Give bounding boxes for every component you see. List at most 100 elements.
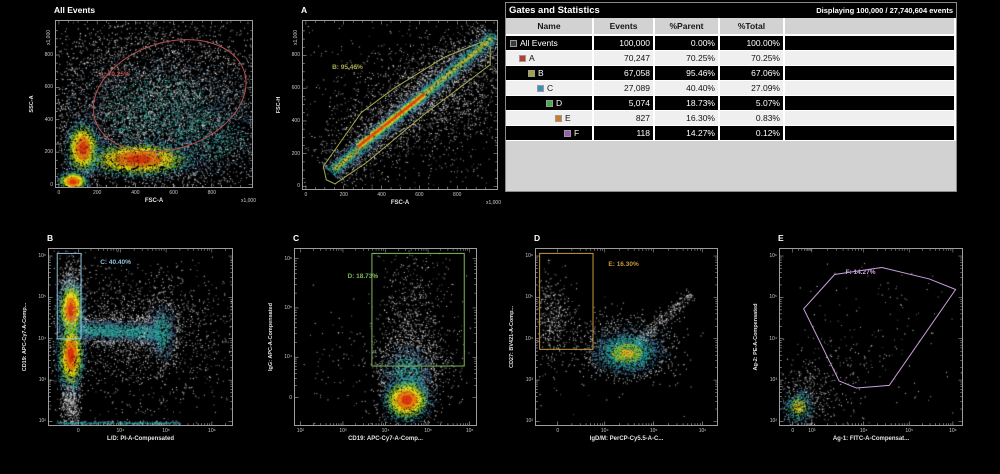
y-tick-label: 10⁵: [284, 304, 292, 311]
x-axis-label: IgD/M: PerCP-Cy5.5-A-C...: [589, 436, 664, 442]
column-header-events[interactable]: Events: [594, 18, 655, 34]
table-row[interactable]: A 70,247 70.25% 70.25%: [506, 51, 956, 66]
cell-total-pct: 27.09%: [720, 81, 785, 95]
gate-label[interactable]: A: 70.25%: [99, 70, 130, 78]
x-axis-label: L/D: PI-A-Compensated: [106, 436, 174, 442]
x-tick-label: 10⁶: [465, 428, 474, 434]
plot-title: All Events: [54, 5, 96, 15]
cell-parent-pct: 95.46%: [655, 66, 720, 80]
y-axis-label: FSC-H: [276, 96, 282, 114]
cell-events: 27,089: [594, 81, 655, 95]
gate-overlay[interactable]: [49, 249, 232, 425]
plot-e[interactable]: E Ag-2: PE-A-Compensated Ag-1: FITC-A-Co…: [753, 233, 963, 442]
gate-overlay[interactable]: [536, 249, 717, 425]
y-tick-label: 200: [44, 149, 53, 156]
cell-parent-pct: 0.00%: [655, 36, 720, 50]
gate-overlay[interactable]: [303, 21, 497, 189]
y-tick-label: 800: [44, 52, 53, 59]
column-header-name[interactable]: Name: [506, 18, 594, 34]
gate-shape[interactable]: [79, 21, 261, 170]
cell-total-pct: 0.12%: [720, 126, 785, 140]
y-tick-label: 0: [297, 183, 300, 190]
x-tick-label: 200: [92, 190, 102, 196]
x-tick-label: 10⁴: [116, 428, 125, 434]
gate-color-swatch[interactable]: [555, 114, 562, 122]
gate-name: A: [529, 53, 535, 63]
gate-color-swatch[interactable]: [510, 39, 517, 47]
x-tick-label: 0: [791, 428, 795, 434]
y-axis-multiplier: x1,000: [46, 29, 52, 45]
cell-total-pct: 5.07%: [720, 96, 785, 110]
gates-table-header: Name Events %Parent %Total: [506, 18, 956, 36]
gate-color-swatch[interactable]: [537, 84, 544, 92]
table-row[interactable]: C 27,089 40.40% 27.09%: [506, 81, 956, 96]
gate-label[interactable]: F: 14.27%: [845, 269, 876, 277]
y-tick-label: 10⁵: [38, 294, 46, 301]
y-tick-label: 400: [44, 116, 53, 123]
x-axis-multiplier: x1,000: [485, 200, 501, 206]
column-header-spacer: [785, 18, 956, 34]
y-axis-label: SSC-A: [29, 95, 35, 113]
table-row[interactable]: F 118 14.27% 0.12%: [506, 126, 956, 141]
gate-color-swatch[interactable]: [546, 99, 553, 107]
gate-color-swatch[interactable]: [519, 54, 526, 62]
gate-shape[interactable]: [803, 266, 957, 389]
table-row[interactable]: B 67,058 95.46% 67.06%: [506, 66, 956, 81]
gate-name: B: [538, 68, 544, 78]
cell-parent-pct: 70.25%: [655, 51, 720, 65]
x-tick-label: 10⁵: [905, 428, 914, 434]
gate-shape[interactable]: [56, 252, 82, 340]
y-tick-label: 10³: [525, 377, 533, 384]
x-tick-label: 10³: [339, 428, 347, 434]
cell-total-pct: 100.00%: [720, 36, 785, 50]
y-tick-label: 10³: [38, 377, 46, 384]
gate-label[interactable]: D: 18.73%: [347, 272, 379, 280]
gate-name: C: [547, 83, 554, 93]
plot-all-events[interactable]: All Events SSC-A x1,000 FSC-A x1,000 0 20…: [29, 5, 256, 204]
gate-color-swatch[interactable]: [528, 69, 535, 77]
plot-b[interactable]: B CD19: APC-Cy7-A-Comp... L/D: PI-A-Comp…: [22, 233, 233, 442]
table-row[interactable]: All Events 100,000 0.00% 100.00%: [506, 36, 956, 51]
gate-name: E: [565, 113, 571, 123]
y-axis-multiplier: x1,000: [293, 29, 299, 45]
gate-overlay[interactable]: [295, 249, 476, 425]
gate-label[interactable]: E: 16.30%: [608, 261, 639, 269]
gate-shape[interactable]: [539, 252, 594, 350]
gates-title: Gates and Statistics: [509, 5, 600, 16]
column-header-parent[interactable]: %Parent: [655, 18, 720, 34]
x-tick-label: 10⁵: [424, 428, 432, 434]
x-tick-label: 10³: [808, 428, 816, 434]
plot-d[interactable]: D CD27: BV421-A-Comp... IgD/M: PerCP-Cy5…: [509, 233, 718, 442]
y-tick-label: 10³: [769, 377, 777, 384]
x-axis-label: Ag-1: FITC-A-Compensat...: [832, 436, 910, 442]
cell-parent-pct: 14.27%: [655, 126, 720, 140]
y-tick-label: 600: [291, 85, 300, 92]
gate-name: F: [574, 128, 580, 138]
x-axis-label: FSC-A: [390, 200, 410, 206]
gate-label[interactable]: C: 40.40%: [100, 258, 131, 266]
cell-total-pct: 70.25%: [720, 51, 785, 65]
plot-c[interactable]: C IgG: APC-A-Compensated CD19: APC-Cy7-A…: [268, 233, 477, 442]
gate-label[interactable]: B: 95.46%: [332, 63, 363, 71]
x-tick-label: 10⁶: [208, 428, 216, 434]
table-row[interactable]: D 5,074 18.73% 5.07%: [506, 96, 956, 111]
y-tick-label: 10⁵: [525, 294, 533, 301]
gate-color-swatch[interactable]: [564, 129, 571, 137]
gate-overlay[interactable]: [780, 249, 962, 425]
table-row[interactable]: E 827 16.30% 0.83%: [506, 111, 956, 126]
x-tick-label: 0: [76, 428, 80, 434]
x-tick-label: 10⁴: [381, 428, 390, 434]
y-tick-label: 0: [50, 181, 53, 188]
plot-title: E: [778, 233, 784, 243]
x-tick-label: 600: [169, 190, 178, 196]
column-header-total[interactable]: %Total: [720, 18, 785, 34]
cell-events: 70,247: [594, 51, 655, 65]
y-tick-label: 10²: [525, 418, 533, 425]
y-axis-label: IgG: APC-A-Compensated: [268, 303, 274, 371]
gate-overlay[interactable]: [56, 21, 252, 187]
y-tick-label: 10⁵: [769, 294, 777, 301]
gate-shape[interactable]: [322, 41, 491, 185]
y-axis-label: CD27: BV421-A-Comp...: [509, 305, 515, 369]
gate-shape[interactable]: [371, 252, 465, 367]
plot-a[interactable]: A FSC-H x1,000 FSC-A x1,000 0 200 400 600 80…: [276, 5, 501, 206]
